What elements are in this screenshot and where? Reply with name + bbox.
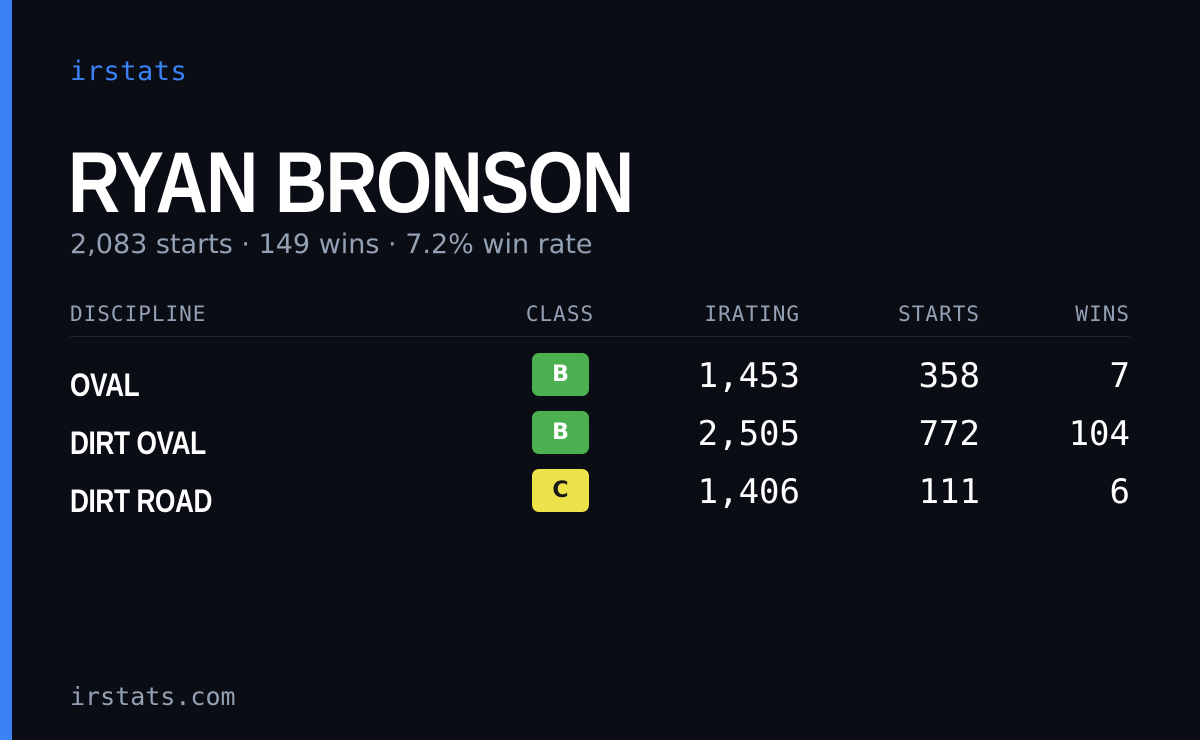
wins-value: 104 <box>1068 414 1130 454</box>
irating-value: 2,505 <box>697 414 800 454</box>
header-irating: IRATING <box>704 302 800 326</box>
wins-value: 7 <box>1109 356 1130 396</box>
driver-name: RYAN BRONSON <box>68 135 634 231</box>
irating-value: 1,406 <box>697 472 800 512</box>
driver-summary: 2,083 starts · 149 wins · 7.2% win rate <box>70 229 593 260</box>
footer-url: irstats.com <box>70 682 236 711</box>
class-badge: C <box>532 469 589 512</box>
discipline-name: DIRT ROAD <box>70 483 213 519</box>
header-starts: STARTS <box>898 302 980 326</box>
table-row: DIRT OVAL B 2,505 772 104 <box>70 411 1130 469</box>
header-discipline: DISCIPLINE <box>70 302 207 326</box>
header-class: CLASS <box>525 302 595 326</box>
table-header: DISCIPLINE CLASS IRATING STARTS WINS <box>70 298 1130 337</box>
wins-value: 6 <box>1109 472 1130 512</box>
table-body: OVAL B 1,453 358 7 DIRT OVAL B 2,505 772… <box>70 353 1130 527</box>
header-wins: WINS <box>1075 302 1130 326</box>
starts-value: 358 <box>918 356 980 396</box>
starts-value: 772 <box>918 414 980 454</box>
discipline-name: OVAL <box>70 367 140 403</box>
table-row: DIRT ROAD C 1,406 111 6 <box>70 469 1130 527</box>
brand-logo: irstats <box>70 56 188 87</box>
table-row: OVAL B 1,453 358 7 <box>70 353 1130 411</box>
starts-value: 111 <box>918 472 980 512</box>
irating-value: 1,453 <box>697 356 800 396</box>
discipline-table: DISCIPLINE CLASS IRATING STARTS WINS OVA… <box>70 298 1130 527</box>
class-badge: B <box>532 411 589 454</box>
class-badge: B <box>532 353 589 396</box>
accent-bar <box>0 0 12 740</box>
discipline-name: DIRT OVAL <box>70 425 206 461</box>
